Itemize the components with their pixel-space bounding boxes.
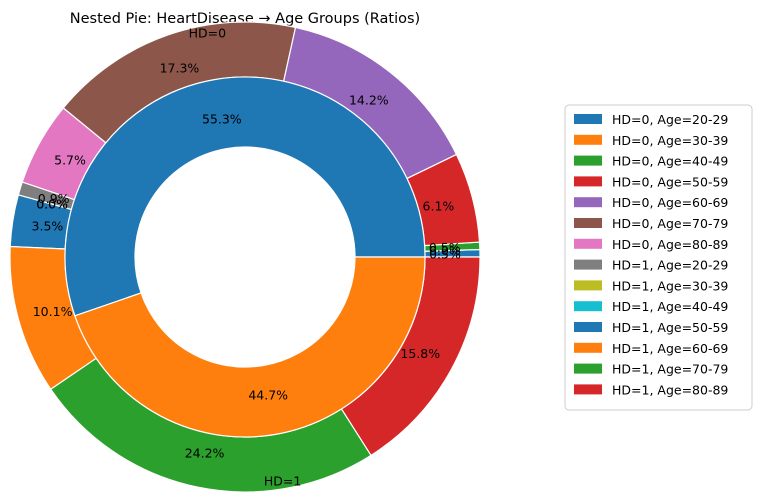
inner-ring	[64, 76, 426, 438]
legend-entry-label: HD=1, Age=80-89	[612, 382, 728, 397]
outer-ring-slice-label: 17.3%	[160, 61, 200, 76]
legend-entry-label: HD=1, Age=70-79	[612, 362, 728, 377]
group-labels: HD=0 HD=1	[189, 26, 302, 489]
outer-ring-slice-label: 5.7%	[54, 153, 86, 168]
outer-ring-slice-label: 0.0%	[36, 197, 68, 212]
legend-frame	[564, 104, 753, 411]
legend-entry-label: HD=1, Age=30-39	[612, 278, 728, 293]
legend-swatch	[574, 280, 602, 291]
legend-entry-label: HD=1, Age=20-29	[612, 258, 728, 273]
legend-swatch	[574, 197, 602, 208]
outer-ring-slice-label: 24.2%	[185, 445, 225, 460]
chart-title: Nested Pie: HeartDisease → Age Groups (R…	[70, 11, 420, 27]
inner-ring-slice-label: 55.3%	[202, 111, 242, 126]
legend-entry-label: HD=0, Age=70-79	[612, 216, 728, 231]
legend-swatch	[574, 384, 602, 395]
legend-swatch	[574, 322, 602, 332]
outer-ring-slice-label: 15.8%	[400, 346, 440, 361]
legend-swatch	[574, 218, 602, 228]
outer-ring	[9, 21, 481, 493]
outer-ring-slice-label: 3.5%	[32, 218, 64, 233]
inner-ring-slice	[74, 256, 426, 438]
legend-swatch	[574, 114, 602, 124]
inner-ring-slice	[64, 76, 426, 317]
legend-swatch	[574, 238, 602, 249]
legend-swatch	[574, 342, 602, 353]
legend-swatch	[574, 176, 602, 187]
legend-swatch	[574, 155, 602, 166]
inner-ring-labels: 55.3% 44.7%	[202, 111, 288, 402]
group-label: HD=1	[264, 473, 301, 488]
legend-entry-label: HD=0, Age=30-39	[612, 133, 728, 148]
outer-ring-slice-label: 0.0%	[429, 243, 461, 258]
outer-ring-slice-label: 0.0%	[36, 197, 68, 212]
outer-ring-labels: 0.5%0.0%0.5%6.1%14.2%17.3%5.7%0.9%0.0%0.…	[32, 61, 461, 461]
outer-ring-slice-label: 0.5%	[429, 240, 461, 255]
legend-entry-label: HD=1, Age=60-69	[612, 341, 728, 356]
outer-ring-slice-label: 14.2%	[349, 92, 389, 107]
legend-entry-label: HD=0, Age=20-29	[612, 112, 728, 127]
legend: HD=0, Age=20-29 HD=0, Age=30-39 HD=0, Age=…	[564, 104, 753, 411]
group-label: HD=0	[189, 26, 226, 41]
legend-swatch	[574, 363, 602, 374]
legend-entry-label: HD=0, Age=40-49	[612, 154, 728, 169]
legend-swatch	[574, 301, 602, 312]
outer-ring-slice-label: 10.1%	[33, 304, 73, 319]
legend-entry-label: HD=1, Age=40-49	[612, 299, 728, 314]
outer-ring-slice-label: 0.9%	[38, 191, 70, 206]
outer-ring-slice-label: 6.1%	[423, 199, 455, 214]
legend-entry-label: HD=0, Age=60-69	[612, 195, 728, 210]
legend-swatch	[574, 259, 602, 270]
inner-ring-slice-label: 44.7%	[248, 388, 288, 403]
legend-entry-label: HD=0, Age=50-59	[612, 174, 728, 189]
outer-ring-slice-label: 0.5%	[429, 246, 461, 261]
legend-entry-label: HD=1, Age=50-59	[612, 320, 728, 335]
legend-swatch	[574, 134, 602, 145]
legend-entry-label: HD=0, Age=80-89	[612, 237, 728, 252]
